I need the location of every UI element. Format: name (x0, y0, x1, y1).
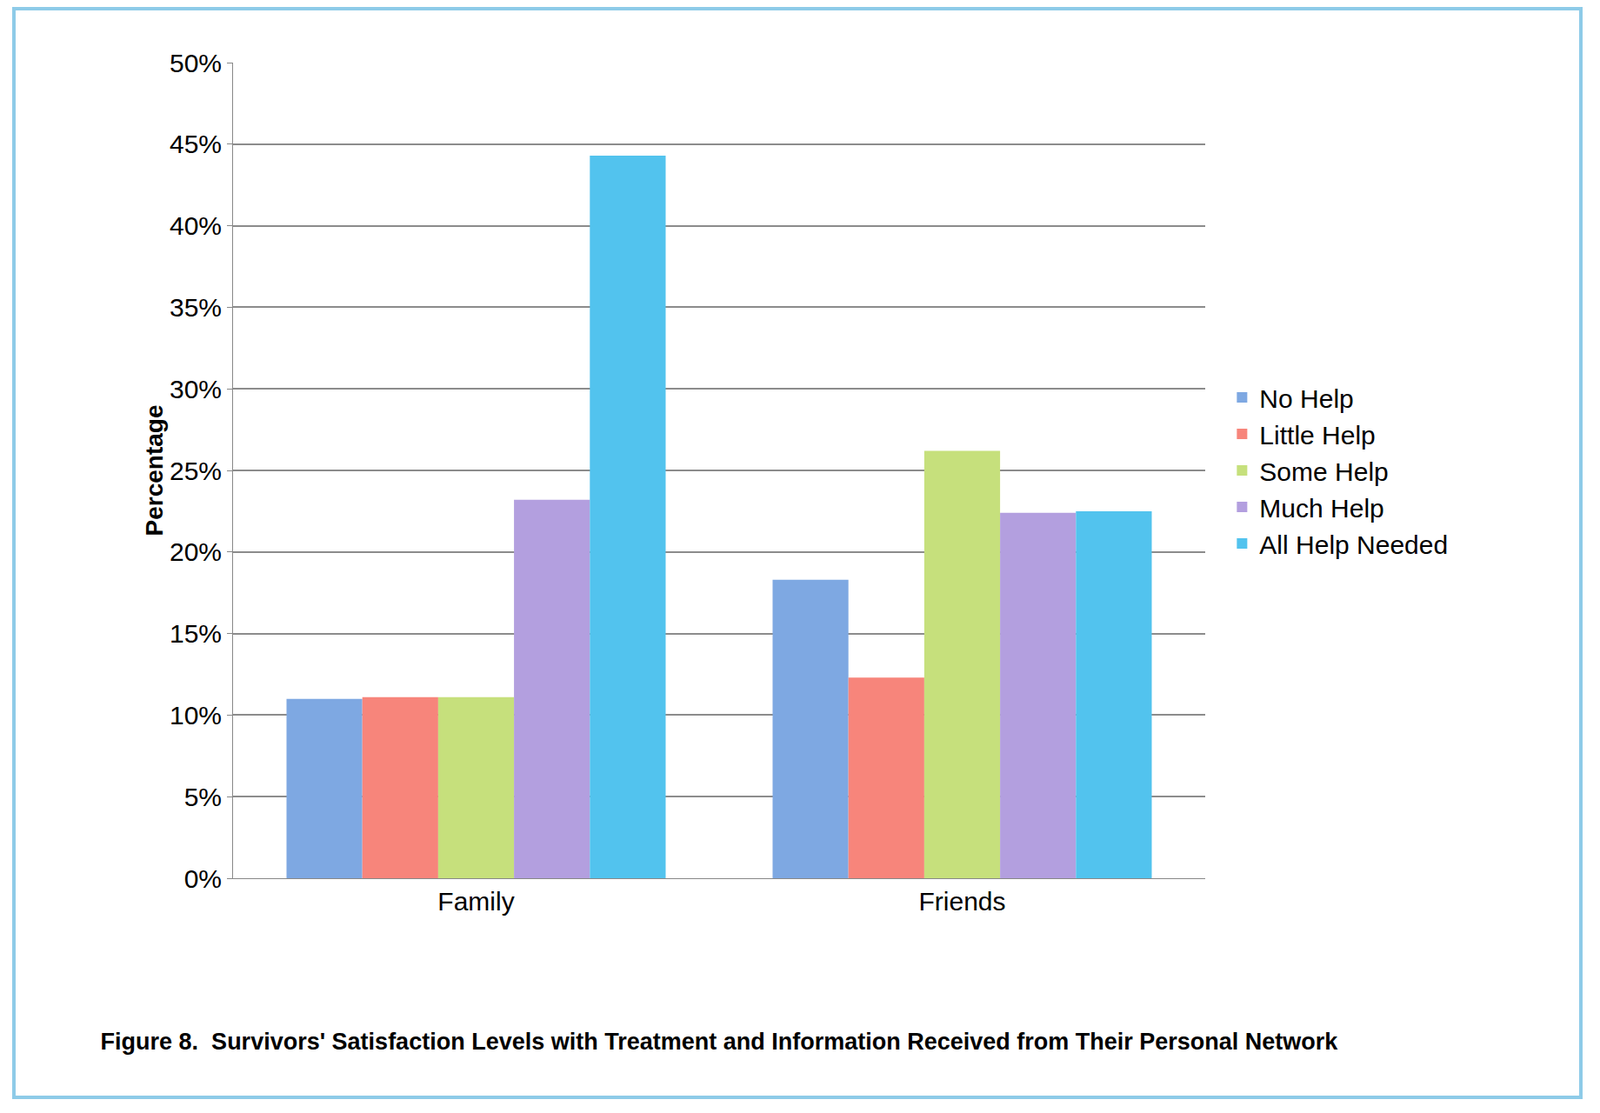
svg-text:Friends: Friends (918, 886, 1006, 916)
svg-text:Percentage: Percentage (140, 405, 168, 537)
svg-text:30%: 30% (169, 374, 222, 404)
svg-text:40%: 40% (169, 211, 222, 240)
svg-text:Much Help: Much Help (1259, 493, 1384, 523)
svg-text:35%: 35% (169, 293, 222, 322)
svg-text:All Help Needed: All Help Needed (1259, 530, 1448, 560)
svg-text:0%: 0% (184, 864, 222, 894)
svg-text:Family: Family (437, 886, 514, 916)
svg-text:15%: 15% (169, 619, 222, 648)
svg-text:5%: 5% (184, 782, 222, 812)
svg-text:25%: 25% (169, 456, 222, 486)
svg-text:10%: 10% (169, 700, 222, 730)
svg-text:45%: 45% (169, 129, 222, 159)
svg-text:No Help: No Help (1259, 384, 1354, 414)
svg-text:Some Help: Some Help (1259, 457, 1388, 487)
svg-text:50%: 50% (169, 48, 222, 78)
svg-text:Little Help: Little Help (1259, 420, 1375, 450)
svg-text:Figure 8. Survivors' Satisfac: Figure 8. Survivors' Satisfaction Levels… (100, 1028, 1340, 1055)
svg-text:20%: 20% (169, 537, 222, 567)
